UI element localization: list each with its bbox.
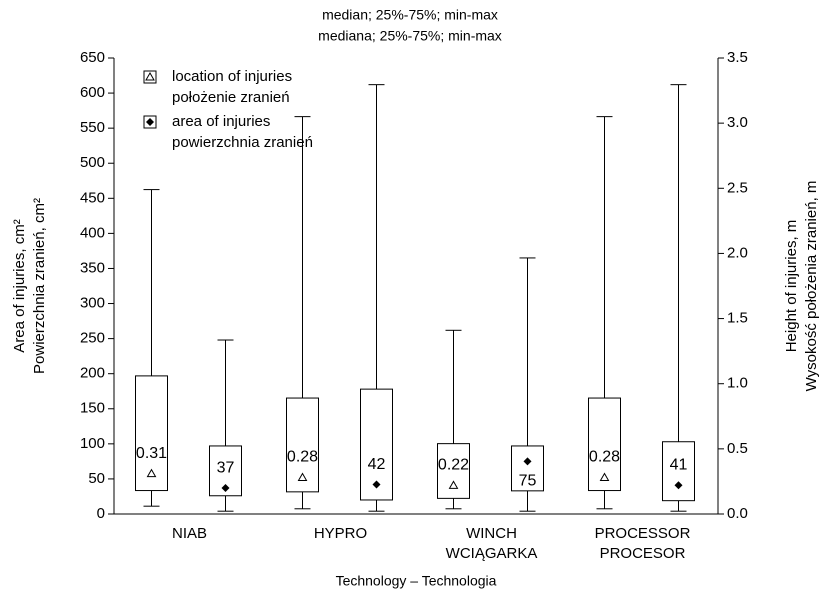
x-tick-label: PROCESOR: [600, 545, 686, 562]
median-marker: [146, 118, 154, 126]
median-marker: [599, 472, 610, 482]
median-label: 0.31: [136, 445, 167, 462]
median-marker: [297, 472, 308, 482]
legend-label: area of injuries: [172, 113, 270, 130]
median-marker: [448, 480, 459, 489]
median-marker: [146, 468, 157, 478]
y-tick-label: 450: [80, 189, 105, 206]
y2-tick-label: 1.0: [727, 375, 748, 392]
legend-label: location of injuries: [172, 68, 292, 85]
y2-axis-label: Height of injuries, m: [783, 220, 800, 353]
y-tick-label: 350: [80, 259, 105, 276]
y2-tick-label: 0.5: [727, 440, 748, 457]
y-tick-label: 400: [80, 224, 105, 241]
median-marker: [145, 71, 155, 81]
y-tick-label: 300: [80, 295, 105, 312]
x-tick-label: WCIĄGARKA: [446, 545, 538, 562]
median-label: 37: [217, 459, 235, 476]
y2-tick-label: 2.5: [727, 179, 748, 196]
x-tick-label: NIAB: [172, 525, 207, 542]
median-marker: [523, 457, 532, 466]
y-tick-label: 600: [80, 84, 105, 101]
x-tick-label: WINCH: [466, 525, 517, 542]
median-marker: [372, 480, 381, 489]
y-tick-label: 50: [88, 470, 105, 487]
x-tick-label: HYPRO: [314, 525, 367, 542]
median-label: 0.28: [287, 449, 318, 466]
box: [437, 443, 470, 499]
box: [511, 445, 544, 492]
y2-tick-label: 2.0: [727, 244, 748, 261]
x-axis-label: Technology – Technologia: [336, 573, 497, 589]
y-axis-label: Area of injuries, cm²: [11, 219, 28, 352]
median-label: 41: [670, 456, 688, 473]
median-label: 75: [519, 473, 537, 490]
y-tick-label: 150: [80, 400, 105, 417]
y-tick-label: 100: [80, 435, 105, 452]
chart-title: median; 25%-75%; min-max: [322, 7, 498, 23]
y-tick-label: 550: [80, 119, 105, 136]
y2-tick-label: 1.5: [727, 310, 748, 327]
median-label: 42: [368, 456, 386, 473]
y-tick-label: 0: [97, 505, 105, 522]
x-tick-label: PROCESSOR: [595, 525, 691, 542]
legend-label: położenie zranień: [172, 89, 290, 106]
y-tick-label: 200: [80, 365, 105, 382]
y-axis-label: Powierzchnia zranień, cm²: [31, 198, 48, 374]
box: [588, 397, 621, 492]
legend-label: powierzchnia zranień: [172, 134, 313, 151]
y-tick-label: 250: [80, 330, 105, 347]
y2-tick-label: 0.0: [727, 505, 748, 522]
median-marker: [221, 484, 230, 493]
chart-title: mediana; 25%-75%; min-max: [318, 28, 502, 44]
median-label: 0.28: [589, 449, 620, 466]
y-tick-label: 650: [80, 49, 105, 66]
median-marker: [674, 481, 683, 490]
y2-axis-label: Wysokość położenia zranień, m: [803, 181, 820, 392]
y-tick-label: 500: [80, 154, 105, 171]
median-label: 0.22: [438, 457, 469, 474]
y2-tick-label: 3.0: [727, 114, 748, 131]
y2-tick-label: 3.5: [727, 49, 748, 66]
box: [662, 441, 695, 502]
